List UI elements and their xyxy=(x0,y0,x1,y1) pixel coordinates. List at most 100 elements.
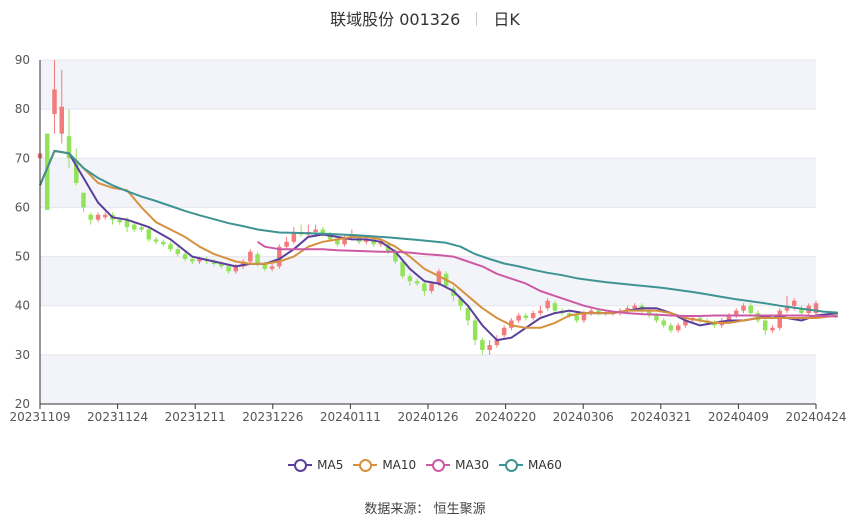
candle xyxy=(364,236,369,245)
candle-body xyxy=(385,244,391,252)
candle-body xyxy=(81,192,86,208)
candle-body xyxy=(168,244,173,250)
candle-body xyxy=(66,136,72,159)
candle-body xyxy=(327,234,333,240)
candle-body xyxy=(88,214,94,220)
candle xyxy=(52,60,57,134)
y-tick-label: 70 xyxy=(15,151,30,165)
x-tick-label: 20240321 xyxy=(630,410,691,424)
candle-body xyxy=(313,229,318,232)
candle-body xyxy=(458,298,463,306)
candle-body xyxy=(429,283,434,291)
ma5-line xyxy=(39,149,838,342)
y-tick-label: 20 xyxy=(15,397,30,411)
candle xyxy=(668,322,674,333)
candle xyxy=(161,239,166,247)
candle-body xyxy=(545,300,550,309)
candle-body xyxy=(45,133,50,210)
candle xyxy=(298,224,304,237)
candle-body xyxy=(799,308,804,314)
candle xyxy=(552,300,558,314)
chart-title: 联域股份 001326 日K xyxy=(0,6,850,30)
candle-body xyxy=(632,305,637,309)
legend-label: MA60 xyxy=(528,458,562,472)
candle xyxy=(509,318,514,331)
candle-body xyxy=(465,308,471,321)
candle xyxy=(472,318,478,346)
legend-label: MA30 xyxy=(455,458,490,472)
candle xyxy=(45,133,50,210)
candle xyxy=(501,325,507,338)
y-tick-label: 90 xyxy=(15,53,30,67)
candle xyxy=(407,273,413,287)
x-tick-label: 20240409 xyxy=(708,410,769,424)
candle xyxy=(240,259,246,269)
axes: 20 30 40 50 60 70 80 90 20231109 20231124 20231211… xyxy=(9,53,846,424)
x-tick-label: 20240306 xyxy=(553,410,614,424)
candle xyxy=(66,109,72,169)
legend-item-ma5[interactable]: MA5 xyxy=(288,458,343,472)
candle-body xyxy=(777,310,782,328)
candle xyxy=(284,236,289,250)
candle-body xyxy=(393,251,398,262)
candle-body xyxy=(791,300,797,306)
candle-body xyxy=(59,106,65,134)
candle xyxy=(755,310,761,323)
candle-body xyxy=(741,305,746,311)
candle xyxy=(762,318,768,336)
candle-body xyxy=(487,345,492,350)
candle-body xyxy=(320,229,326,235)
candle-body xyxy=(755,313,761,321)
legend-item-ma10[interactable]: MA10 xyxy=(353,458,416,472)
candle-body xyxy=(596,310,601,314)
candle-body xyxy=(277,246,282,267)
y-tick-label: 40 xyxy=(15,299,30,313)
candle xyxy=(81,192,86,213)
moving-average-lines xyxy=(39,149,838,342)
candle-body xyxy=(530,313,536,318)
candle-body xyxy=(364,239,369,242)
candle xyxy=(545,298,550,311)
candle xyxy=(248,249,253,264)
candle xyxy=(784,295,790,314)
candle xyxy=(59,69,65,144)
candle xyxy=(487,340,492,355)
candle-body xyxy=(480,340,485,350)
candle-body xyxy=(233,266,239,272)
background-band xyxy=(40,60,816,110)
candle xyxy=(95,212,101,223)
candle-body xyxy=(291,232,297,242)
candle xyxy=(480,337,485,355)
candle-body xyxy=(52,89,57,115)
candle-body xyxy=(552,303,558,311)
candle-body xyxy=(581,313,587,321)
candle-body xyxy=(124,219,130,228)
candle xyxy=(182,251,188,262)
legend-marker-icon xyxy=(426,458,451,472)
legend-item-ma60[interactable]: MA60 xyxy=(499,458,562,472)
candle xyxy=(712,320,717,328)
candle xyxy=(777,308,782,331)
stock-name: 联域股份 001326 xyxy=(330,10,461,29)
candle xyxy=(153,236,159,245)
source-label: 数据来源： xyxy=(364,502,430,517)
candle-body xyxy=(284,241,289,247)
candle-body xyxy=(335,239,340,245)
candle xyxy=(132,222,137,232)
candle-body xyxy=(103,214,108,218)
candle xyxy=(190,256,195,264)
candle-body xyxy=(255,254,260,264)
legend-item-ma30[interactable]: MA30 xyxy=(426,458,489,472)
candle-body xyxy=(668,325,674,331)
candle-body xyxy=(219,263,224,267)
y-tick-label: 50 xyxy=(15,250,30,264)
candle-body xyxy=(654,315,659,321)
candle-body xyxy=(161,241,166,245)
candle-body xyxy=(726,315,732,321)
candle-body xyxy=(262,263,268,269)
candle xyxy=(748,303,753,316)
ma10-line xyxy=(39,149,838,329)
kline-chart: 20 30 40 50 60 70 80 90 20231109 20231124 20231211… xyxy=(9,53,846,424)
data-source: 数据来源： 恒生聚源 xyxy=(0,498,850,517)
candle-body xyxy=(567,313,572,316)
